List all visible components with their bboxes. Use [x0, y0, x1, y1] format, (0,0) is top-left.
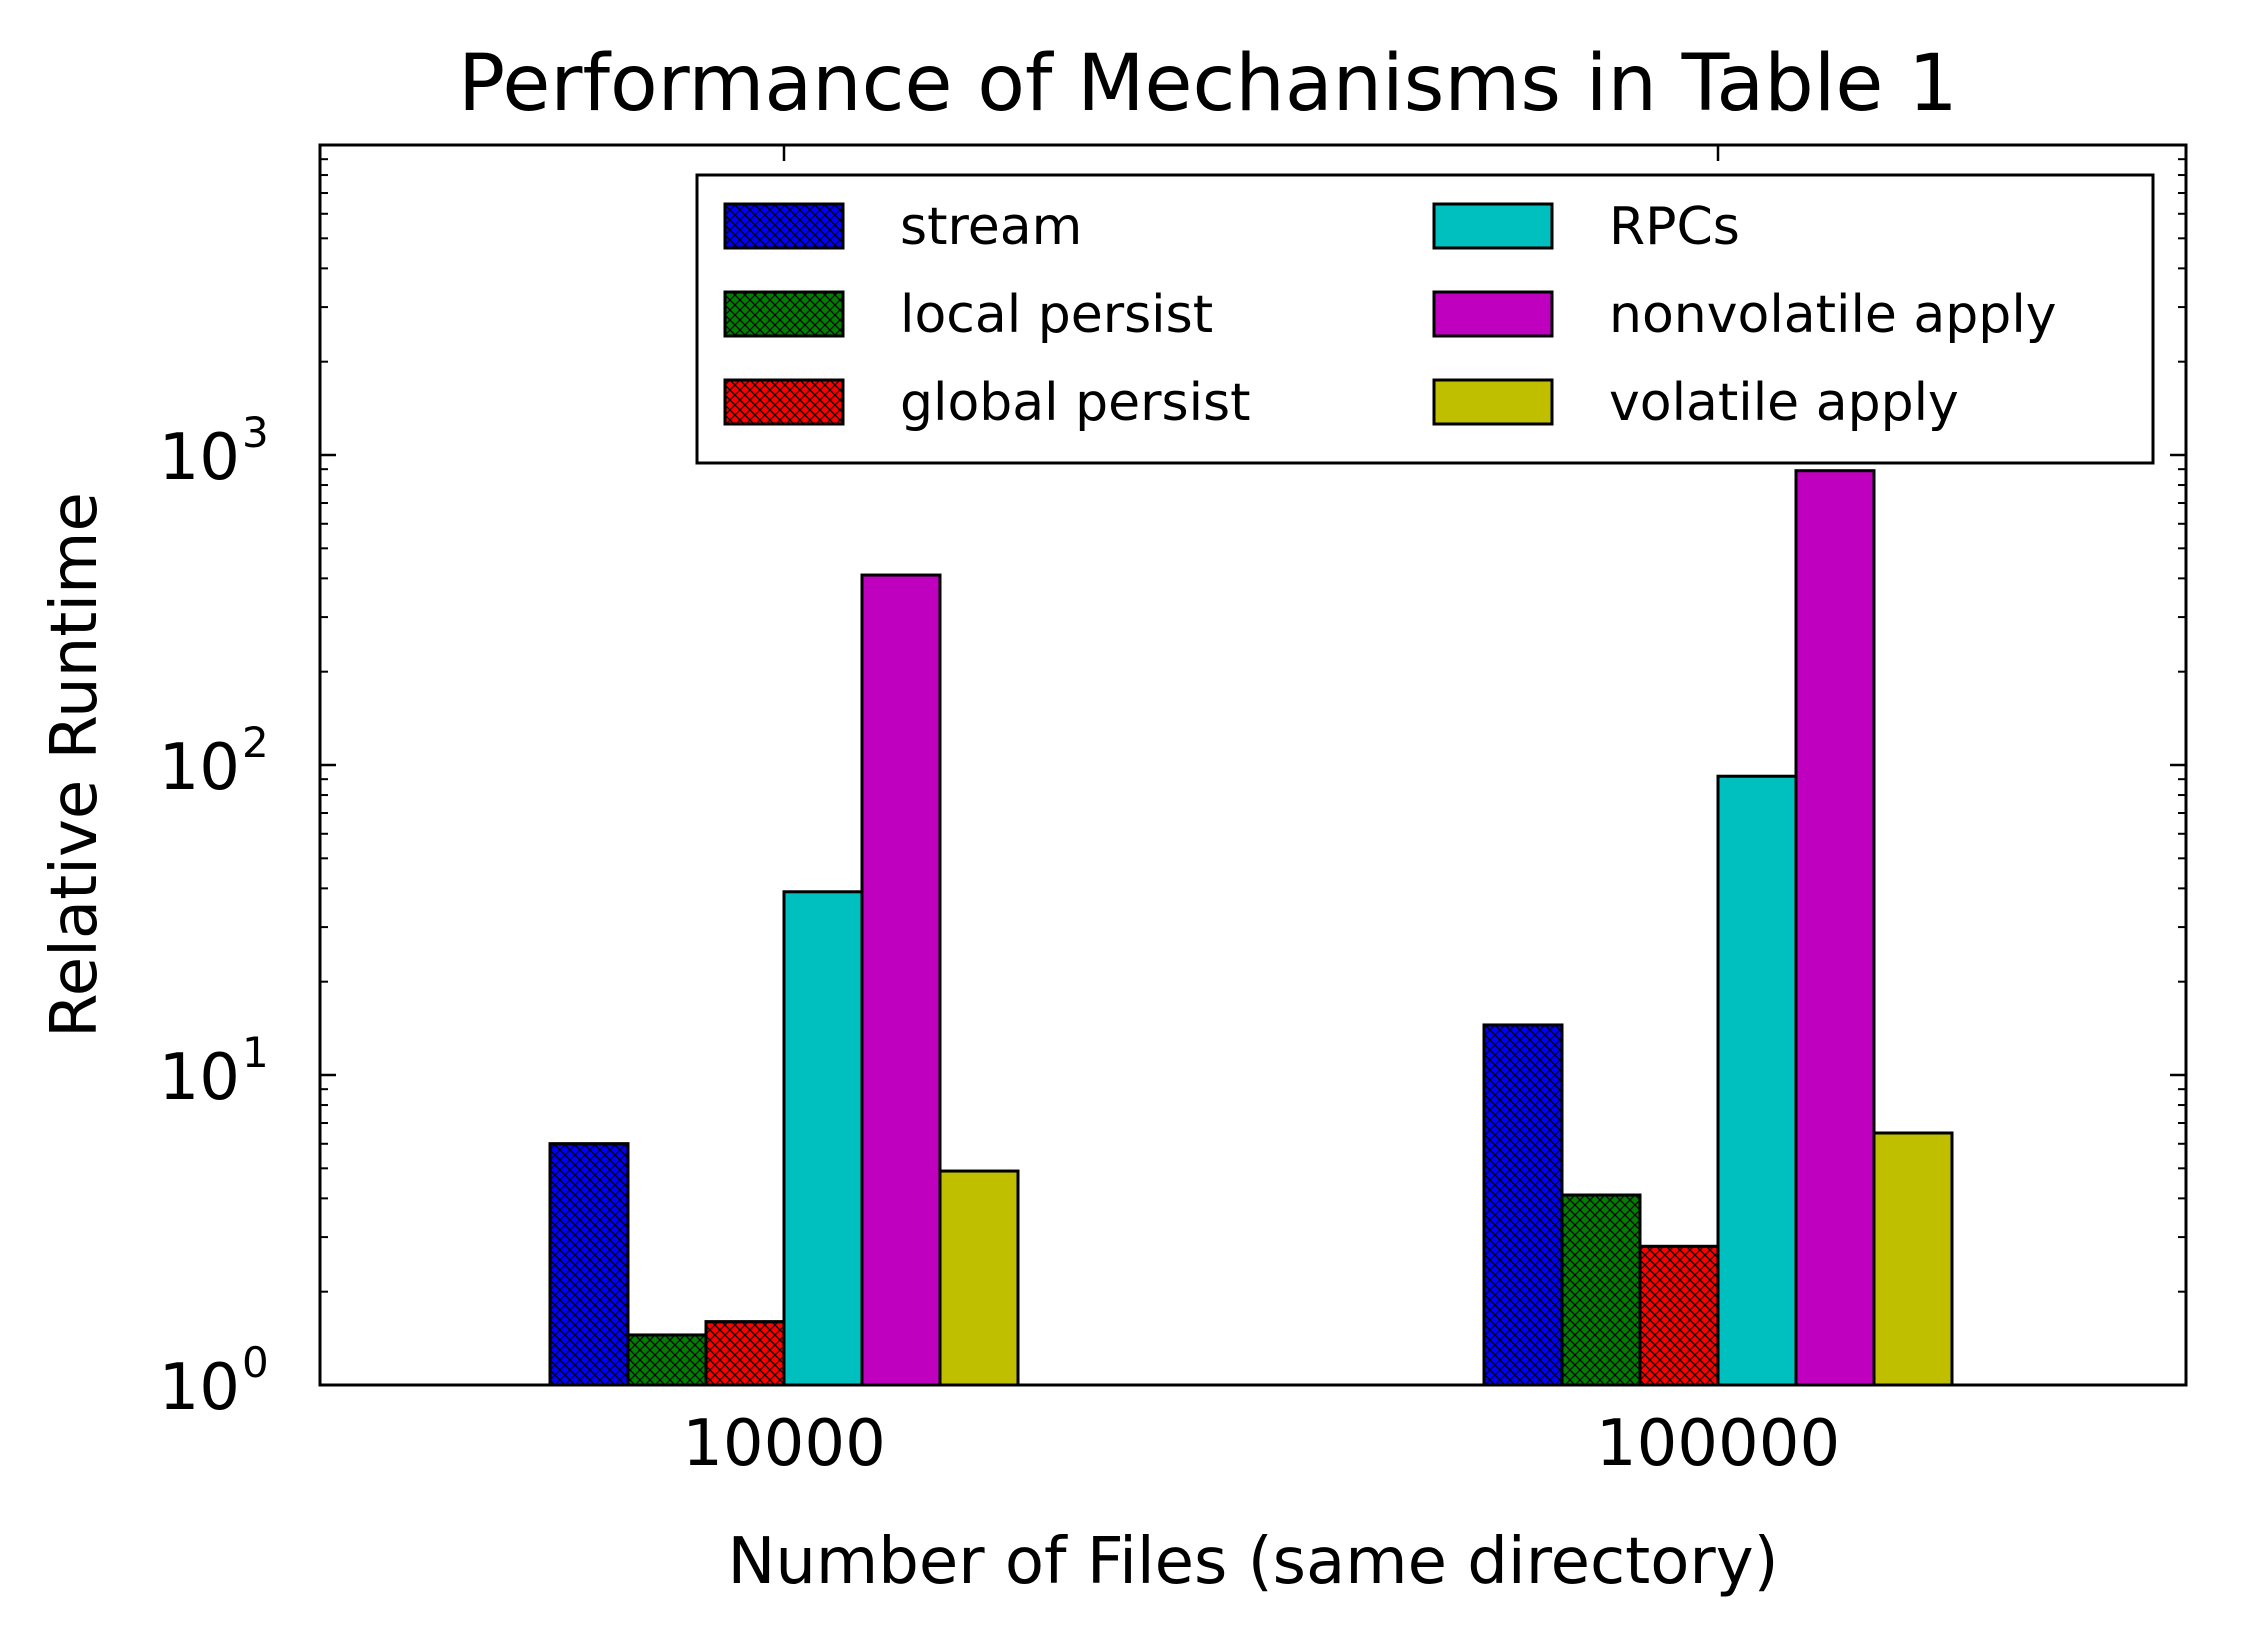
bar-volatile-apply-10000 [938, 1169, 1020, 1387]
legend-label-local-persist: local persist [900, 285, 1213, 345]
y-axis-label: Relative Runtime [38, 492, 112, 1038]
y-tick-label-exponent: 2 [242, 718, 269, 767]
bars-layer [548, 469, 1954, 1387]
legend-swatch-nonvolatile-apply [1432, 290, 1554, 338]
legend-label-RPCs: RPCs [1609, 197, 1740, 257]
y-tick-label: 10 [159, 421, 240, 495]
y-tick-label-exponent: 0 [242, 1338, 269, 1387]
bar-nonvolatile-apply-10000 [860, 573, 942, 1387]
bar-RPCs-10000 [782, 890, 864, 1387]
bar-volatile-apply-100000 [1872, 1131, 1954, 1387]
y-tick-label: 10 [159, 731, 240, 805]
bar-hatch-stream-10000 [548, 1142, 630, 1387]
bar-nonvolatile-apply-100000 [1794, 469, 1876, 1387]
legend-swatch-hatch-local-persist [723, 290, 845, 338]
chart-title: Performance of Mechanisms in Table 1 [458, 39, 1958, 129]
bar-hatch-global-persist-100000 [1638, 1244, 1720, 1387]
y-tick-label-exponent: 3 [242, 408, 269, 457]
y-tick-label-exponent: 1 [242, 1028, 269, 1077]
x-axis-label: Number of Files (same directory) [727, 1525, 1778, 1599]
x-tick-label: 100000 [1596, 1407, 1840, 1481]
legend-label-global-persist: global persist [900, 373, 1251, 433]
bar-hatch-stream-100000 [1482, 1023, 1564, 1387]
legend-label-volatile-apply: volatile apply [1609, 373, 1959, 433]
bar-hatch-local-persist-100000 [1560, 1193, 1642, 1387]
plot-frame [318, 143, 2188, 1387]
y-tick-label: 10 [159, 1351, 240, 1425]
bar-hatch-global-persist-10000 [704, 1320, 786, 1387]
legend-label-stream: stream [900, 197, 1082, 257]
legend-swatch-hatch-stream [723, 202, 845, 250]
x-tick-label: 10000 [682, 1407, 886, 1481]
legend: stream local persist global persist RPCs non… [695, 173, 2155, 465]
bar-RPCs-100000 [1716, 774, 1798, 1387]
y-tick-label: 10 [159, 1041, 240, 1115]
legend-swatch-RPCs [1432, 202, 1554, 250]
legend-frame [695, 173, 2155, 465]
legend-swatch-hatch-global-persist [723, 378, 845, 426]
bar-hatch-local-persist-10000 [626, 1333, 708, 1387]
legend-label-nonvolatile-apply: nonvolatile apply [1609, 285, 2057, 345]
legend-swatch-volatile-apply [1432, 378, 1554, 426]
